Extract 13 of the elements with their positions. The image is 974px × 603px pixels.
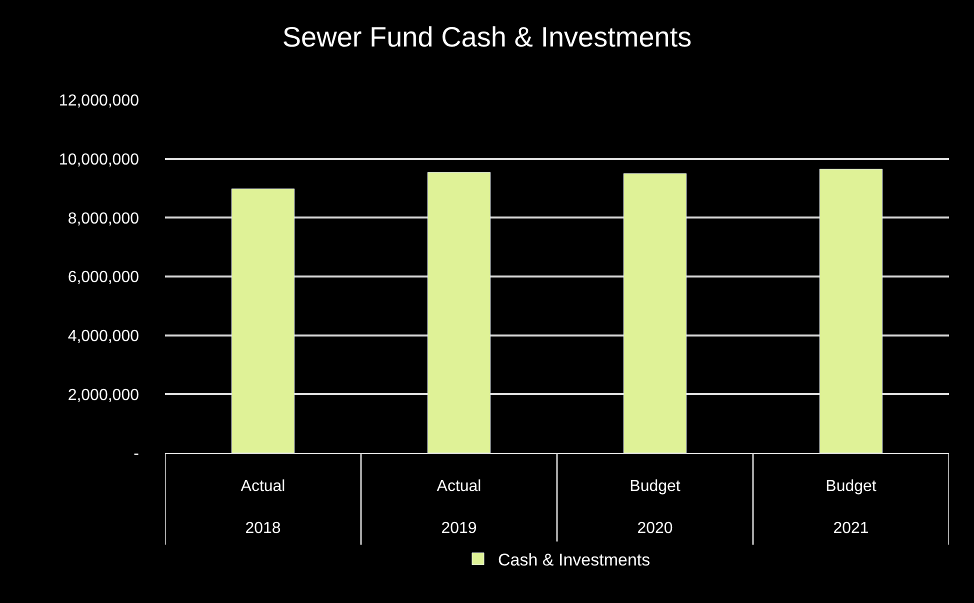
y-tick-label: 6,000,000 [68,269,140,286]
y-tick-label: 10,000,000 [58,151,140,168]
chart-title: Sewer Fund Cash & Investments [282,22,692,53]
legend-label: Cash & Investments [498,550,650,570]
y-tick-label: 12,000,000 [58,92,140,110]
y-tick-label: - [134,446,139,463]
y-tick-label: 8,000,000 [68,210,140,228]
category-label: Budget 2020 [630,478,680,537]
category-label: Budget 2021 [826,478,876,537]
category-label: Actual 2018 [240,478,286,537]
y-tick-label: 4,000,000 [68,328,140,345]
y-tick-label: 2,000,000 [68,386,140,404]
category-label: Actual 2019 [436,478,482,537]
